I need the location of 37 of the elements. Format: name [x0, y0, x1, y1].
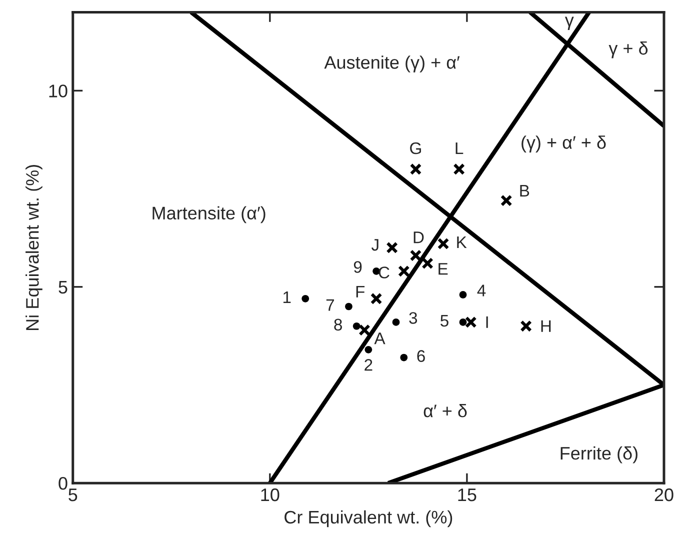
annotation: 1: [283, 291, 291, 303]
annotation: 6: [417, 350, 425, 362]
x-tick-label: 15: [458, 488, 476, 502]
x-axis-title: Cr Equivalent wt. (%): [284, 510, 452, 528]
y-axis-title: Ni Equivalent wt. (%): [26, 164, 42, 330]
x-tick-label: 5: [68, 488, 78, 502]
annotation: γ: [564, 16, 574, 30]
annotation: Martensite (α′): [152, 206, 266, 224]
annotation: Ferrite (δ): [560, 446, 638, 464]
annotation: 4: [477, 284, 486, 296]
y-tick-label: 5: [58, 281, 68, 294]
annotation: (γ) + α′ + δ: [522, 136, 606, 152]
annotation: 7: [326, 299, 334, 311]
annotation: D: [414, 232, 424, 244]
annotation: 8: [334, 318, 342, 331]
annotation: 5: [440, 315, 448, 327]
x-tick-label: 10: [261, 488, 280, 502]
annotation: G: [410, 142, 421, 154]
annotation: K: [457, 236, 467, 248]
annotation: L: [456, 142, 464, 154]
x-tick-label: 20: [654, 488, 674, 502]
annotation: I: [486, 316, 488, 328]
y-tick-label: 0: [58, 477, 68, 490]
annotation: 9: [354, 261, 362, 273]
annotation: A: [374, 332, 386, 344]
annotation: J: [371, 239, 378, 251]
y-tick-label: 10: [49, 84, 68, 98]
annotation: F: [356, 286, 365, 298]
annotation: E: [438, 263, 448, 275]
annotation: Austenite (γ) + α′: [324, 56, 460, 72]
annotation: H: [541, 320, 551, 332]
annotation: γ + δ: [608, 41, 648, 58]
annotation: 3: [409, 312, 418, 324]
annotation: C: [378, 266, 390, 278]
annotation: α′ + δ: [424, 404, 467, 418]
annotation: 2: [364, 359, 372, 371]
annotation: B: [520, 185, 530, 197]
